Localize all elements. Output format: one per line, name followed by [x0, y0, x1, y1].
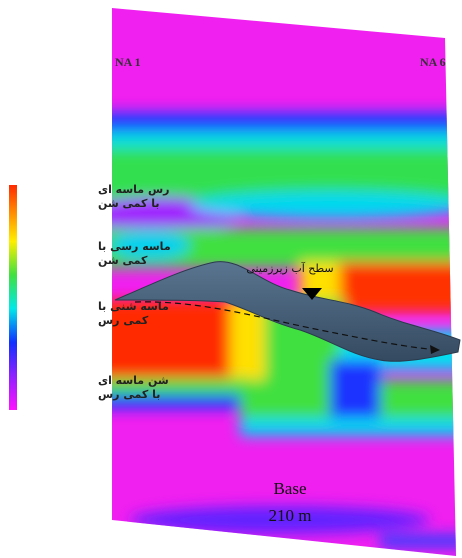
well-label: NA 6	[420, 55, 446, 69]
legend-label: کمی شن	[98, 254, 148, 267]
legend-label: با کمی رس	[98, 388, 160, 401]
legend-label: ماسه رسی با	[98, 240, 171, 253]
legend-label: با کمی شن	[98, 197, 160, 210]
legend-label: کمی رس	[98, 314, 149, 327]
water-table-label: سطح آب زیرزمینی	[246, 261, 333, 275]
base-label: Base	[273, 479, 306, 498]
legend-label: شن ماسه ای	[98, 374, 169, 387]
water-table-surface	[114, 261, 461, 362]
legend-label: رس ماسه ای	[98, 183, 169, 196]
depth-label: 210 m	[269, 506, 312, 525]
legend-label: ماسه شنی با	[98, 300, 169, 313]
color-bar	[9, 185, 17, 410]
well-label: NA 1	[115, 55, 141, 69]
section-panel	[112, 8, 456, 556]
